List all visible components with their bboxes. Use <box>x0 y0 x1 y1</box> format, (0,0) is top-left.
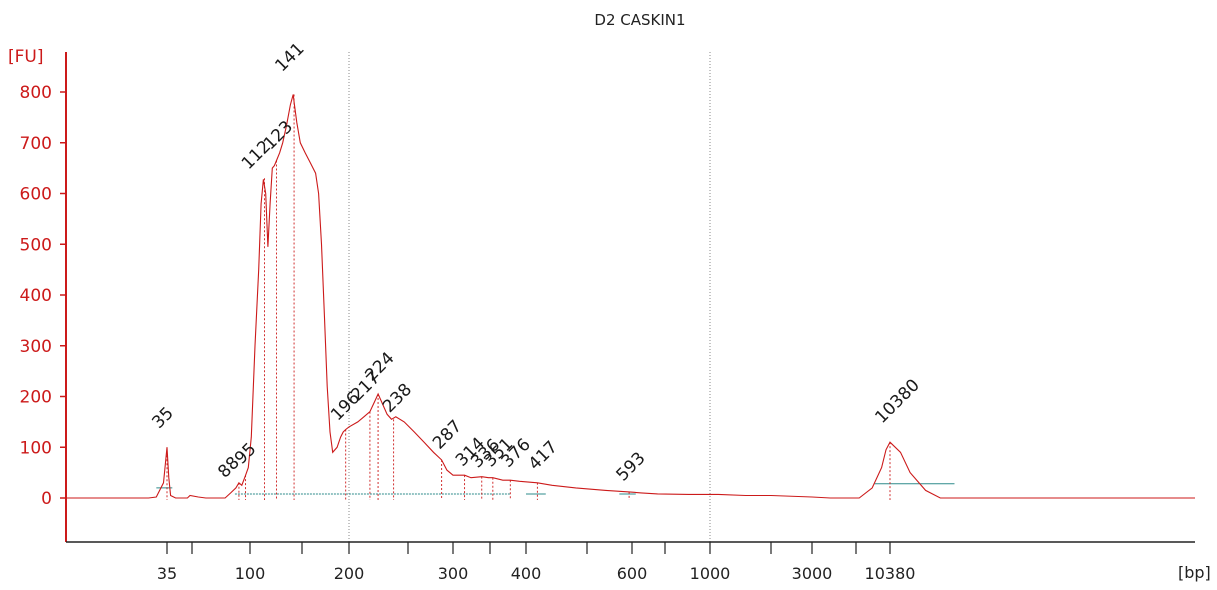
peak-region-shading <box>156 483 955 495</box>
vertical-gridlines <box>348 52 711 542</box>
y-tick-label-500: 500 <box>20 235 52 255</box>
chart-title: D2 CASKIN1 <box>594 11 685 29</box>
y-tick-label-100: 100 <box>20 438 52 458</box>
x-tick-label-35: 35 <box>157 564 177 583</box>
peak-label-35: 35 <box>148 403 177 432</box>
peak-label-593: 593 <box>612 448 649 485</box>
peak-label-238: 238 <box>379 380 416 417</box>
y-tick-label-800: 800 <box>20 83 52 103</box>
y-tick-label-700: 700 <box>20 134 52 154</box>
y-tick-label-600: 600 <box>20 185 52 205</box>
x-tick-label-200: 200 <box>334 564 365 583</box>
peak-label-417: 417 <box>525 437 562 474</box>
x-tick-label-300: 300 <box>438 564 469 583</box>
peak-droplines <box>166 94 891 500</box>
x-ticks: 35 100 200 300 400 600 1000 3000 10380 <box>157 542 916 583</box>
x-tick-label-3000: 3000 <box>792 564 833 583</box>
x-tick-label-10380: 10380 <box>865 564 916 583</box>
y-tick-label-400: 400 <box>20 286 52 306</box>
x-tick-label-400: 400 <box>511 564 542 583</box>
peak-label-10380: 10380 <box>871 375 923 427</box>
y-tick-label-300: 300 <box>20 337 52 357</box>
peak-label-141: 141 <box>271 39 308 76</box>
electropherogram-trace <box>66 94 1195 499</box>
x-tick-label-1000: 1000 <box>690 564 731 583</box>
y-tick-label-0: 0 <box>41 489 52 509</box>
y-tick-label-200: 200 <box>20 388 52 408</box>
y-ticks: 0 100 200 300 400 500 600 700 800 <box>20 83 66 509</box>
x-tick-label-100: 100 <box>235 564 266 583</box>
axes <box>65 52 1195 543</box>
x-tick-label-600: 600 <box>617 564 648 583</box>
y-axis-label: [FU] <box>8 47 44 67</box>
x-axis-unit: [bp] <box>1178 563 1211 582</box>
